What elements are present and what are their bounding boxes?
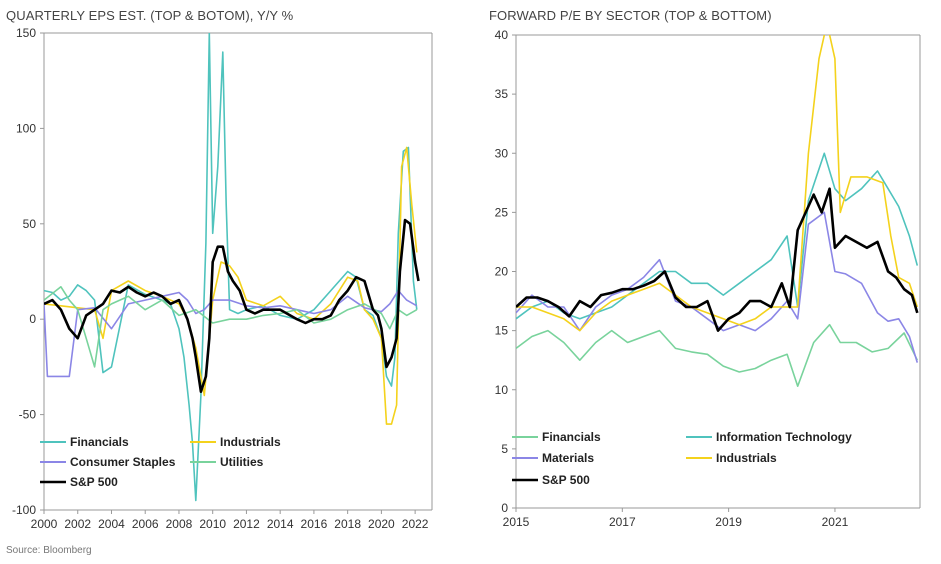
legend: Financials Industrials Consumer Staples Uti… — [40, 435, 281, 489]
y-tick-label: 20 — [495, 265, 509, 279]
left-chart-title: QUARTERLY EPS EST. (TOP & BOTOM), Y/Y % — [6, 8, 294, 23]
legend-label-industrials: Industrials — [220, 435, 281, 449]
series-line-industrials — [516, 35, 919, 332]
x-tick-label: 2008 — [166, 517, 193, 531]
y-tick-label: 0 — [501, 501, 508, 515]
y-tick-label: -100 — [12, 503, 36, 517]
series-line-financials — [516, 323, 919, 388]
x-tick-label: 2015 — [503, 515, 530, 529]
y-tick-label: 0 — [29, 312, 36, 326]
source-note: Source: Bloomberg — [6, 545, 92, 556]
x-tick-label: 2000 — [31, 517, 58, 531]
series-line-information-technology — [516, 152, 919, 320]
x-tick-label: 2018 — [334, 517, 361, 531]
legend-label-sandp-500: S&P 500 — [70, 475, 118, 489]
legend: Financials Information Technology Material… — [512, 430, 852, 487]
x-tick-label: 2014 — [267, 517, 294, 531]
x-tick-label: 2021 — [822, 515, 849, 529]
legend-label-materials: Materials — [542, 451, 594, 465]
y-tick-label: 35 — [495, 87, 509, 101]
y-tick-label: 10 — [495, 383, 509, 397]
chart-forward-pe: 0 5 10 15 20 25 30 35 40 2015 2017 2019 2021 Financia… — [495, 28, 921, 529]
series-line-materials — [516, 211, 919, 363]
x-tick-label: 2020 — [368, 517, 395, 531]
x-tick-label: 2012 — [233, 517, 260, 531]
x-tick-label: 2022 — [402, 517, 429, 531]
legend-label-industrials: Industrials — [716, 451, 777, 465]
right-chart-title: FORWARD P/E BY SECTOR (TOP & BOTTOM) — [489, 8, 772, 23]
legend-label-financials: Financials — [70, 435, 129, 449]
x-tick-label: 2010 — [199, 517, 226, 531]
series-line-industrials — [44, 146, 418, 425]
y-tick-label: 150 — [16, 26, 36, 40]
legend-label-information-technology: Information Technology — [716, 430, 852, 444]
x-tick-label: 2019 — [715, 515, 742, 529]
legend-label-utilities: Utilities — [220, 455, 264, 469]
x-tick-label: 2017 — [609, 515, 636, 529]
y-tick-label: 5 — [501, 442, 508, 456]
x-tick-label: 2006 — [132, 517, 159, 531]
chart-eps-growth: -100 -50 0 50 100 150 2000 2002 2004 2006 2008 2010… — [12, 26, 433, 531]
x-tick-label: 2004 — [98, 517, 125, 531]
series-line-sandp-500 — [44, 218, 420, 394]
y-tick-label: 15 — [495, 324, 509, 338]
series-line-consumer-staples — [44, 289, 418, 378]
y-tick-label: 25 — [495, 205, 509, 219]
legend-label-consumer-staples: Consumer Staples — [70, 455, 176, 469]
y-tick-label: 100 — [16, 121, 36, 135]
y-tick-label: -50 — [19, 408, 37, 422]
y-tick-label: 30 — [495, 146, 509, 160]
y-tick-label: 50 — [23, 217, 37, 231]
legend-label-sandp-500: S&P 500 — [542, 473, 590, 487]
x-tick-label: 2016 — [301, 517, 328, 531]
series-line-sandp-500 — [516, 187, 919, 332]
legend-label-financials: Financials — [542, 430, 601, 444]
y-tick-label: 40 — [495, 28, 509, 42]
x-tick-label: 2002 — [64, 517, 91, 531]
